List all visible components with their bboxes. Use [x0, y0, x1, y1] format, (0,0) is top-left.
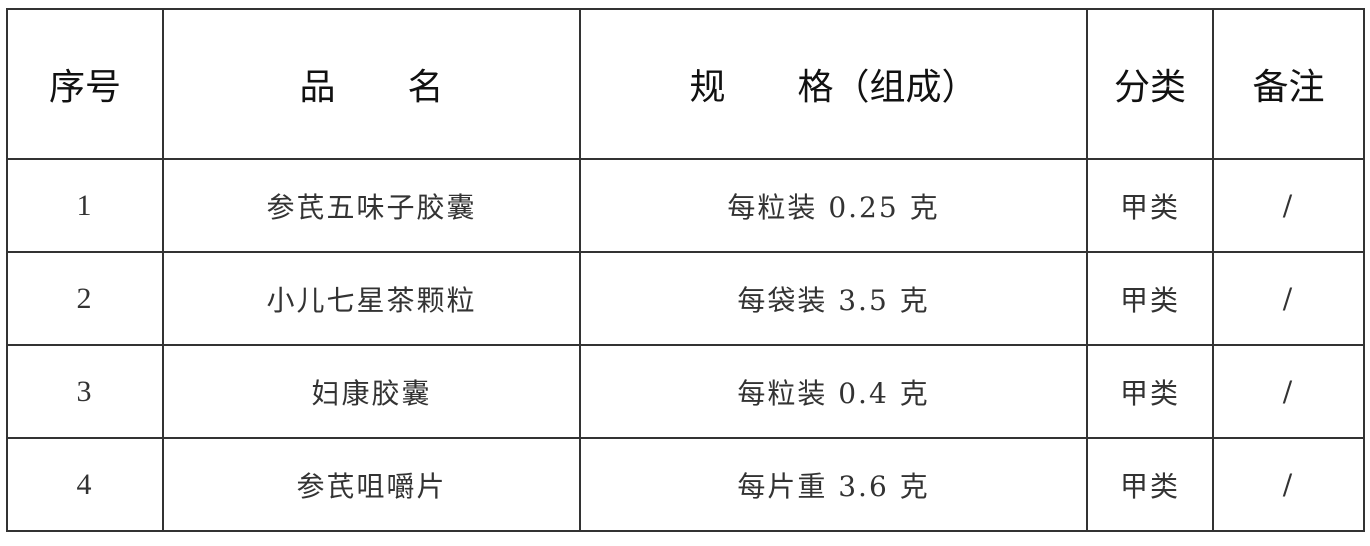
- cell-category: 甲类: [1086, 344, 1214, 439]
- cell-name: 妇康胶囊: [162, 344, 581, 439]
- header-spec: 规 格（组成）: [579, 8, 1088, 160]
- cell-index: 1: [6, 158, 164, 253]
- header-category: 分类: [1086, 8, 1214, 160]
- cell-name: 参芪五味子胶囊: [162, 158, 581, 253]
- cell-remarks: /: [1212, 344, 1365, 439]
- header-remarks: 备注: [1212, 8, 1365, 160]
- cell-remarks: /: [1212, 158, 1365, 253]
- header-index: 序号: [6, 8, 164, 160]
- header-row: 序号 品 名 规 格（组成） 分类 备注: [6, 8, 1365, 160]
- cell-category: 甲类: [1086, 251, 1214, 346]
- cell-name: 参芪咀嚼片: [162, 437, 581, 532]
- table-row: 3 妇康胶囊 每粒装 0.4 克 甲类 /: [6, 344, 1365, 439]
- cell-spec: 每袋装 3.5 克: [579, 251, 1088, 346]
- cell-spec: 每粒装 0.25 克: [579, 158, 1088, 253]
- table-row: 4 参芪咀嚼片 每片重 3.6 克 甲类 /: [6, 437, 1365, 532]
- cell-spec: 每粒装 0.4 克: [579, 344, 1088, 439]
- cell-index: 3: [6, 344, 164, 439]
- cell-remarks: /: [1212, 437, 1365, 532]
- cell-spec: 每片重 3.6 克: [579, 437, 1088, 532]
- table-row: 2 小儿七星茶颗粒 每袋装 3.5 克 甲类 /: [6, 251, 1365, 346]
- header-name: 品 名: [162, 8, 581, 160]
- table-row: 1 参芪五味子胶囊 每粒装 0.25 克 甲类 /: [6, 158, 1365, 253]
- cell-index: 2: [6, 251, 164, 346]
- drug-table: 序号 品 名 规 格（组成） 分类 备注 1 参芪五味子胶囊 每粒装 0.25 …: [6, 8, 1365, 532]
- cell-index: 4: [6, 437, 164, 532]
- cell-remarks: /: [1212, 251, 1365, 346]
- cell-category: 甲类: [1086, 158, 1214, 253]
- cell-name: 小儿七星茶颗粒: [162, 251, 581, 346]
- cell-category: 甲类: [1086, 437, 1214, 532]
